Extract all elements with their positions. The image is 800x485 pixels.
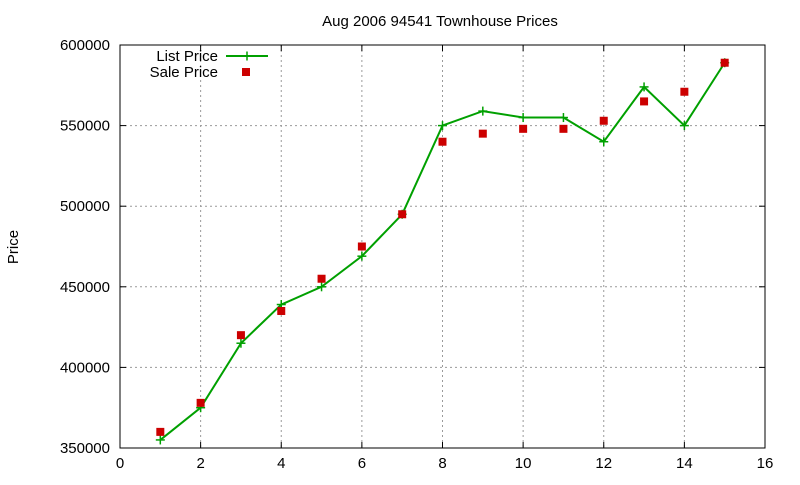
list-price-point	[155, 435, 165, 445]
legend-label: Sale Price	[150, 64, 218, 81]
sale-price-point	[236, 331, 245, 340]
gridlines	[120, 45, 765, 448]
legend-square-swatch	[242, 68, 250, 76]
axis-ticks: 0 2 4 6 8 10 12 14 16 350000 400000 450000 500000 550…	[60, 37, 773, 472]
x-tick-label: 14	[676, 455, 693, 472]
y-tick-label: 450000	[60, 279, 110, 296]
list-price-point	[679, 121, 689, 131]
legend-plus-swatch	[242, 51, 252, 61]
list-price-point	[236, 338, 246, 348]
series-layer	[155, 58, 730, 445]
x-tick-label: 16	[757, 455, 774, 472]
x-tick-label: 2	[196, 455, 204, 472]
list-price-point	[639, 82, 649, 92]
sale-price-point	[398, 210, 407, 219]
list-price-point	[317, 282, 327, 292]
sale-price-point	[196, 398, 205, 407]
list-price-point	[478, 106, 488, 116]
sale-price-point	[357, 242, 366, 251]
series-1	[156, 58, 729, 436]
sale-price-point	[519, 124, 528, 133]
x-tick-label: 0	[116, 455, 124, 472]
x-tick-label: 4	[277, 455, 285, 472]
list-price-point	[518, 113, 528, 123]
sale-price-point	[559, 124, 568, 133]
x-tick-label: 10	[515, 455, 532, 472]
sale-price-point	[599, 116, 608, 125]
list-price-point	[357, 251, 367, 261]
x-tick-label: 6	[358, 455, 366, 472]
sale-price-point	[438, 137, 447, 146]
y-tick-label: 600000	[60, 37, 110, 54]
sale-price-point	[156, 427, 165, 436]
sale-price-point	[680, 87, 689, 96]
sale-price-point	[317, 274, 326, 283]
sale-price-point	[277, 306, 286, 315]
list-price-point	[558, 113, 568, 123]
sale-price-point	[720, 58, 729, 67]
sale-price-point	[478, 129, 487, 138]
x-tick-label: 12	[595, 455, 612, 472]
y-axis-label: Price	[5, 230, 22, 264]
y-tick-label: 350000	[60, 440, 110, 457]
y-tick-label: 550000	[60, 118, 110, 135]
chart-title: Aug 2006 94541 Townhouse Prices	[322, 13, 558, 30]
x-tick-label: 8	[438, 455, 446, 472]
plot-frame	[119, 44, 766, 449]
list-price-point	[599, 137, 609, 147]
list-price-point	[438, 121, 447, 131]
y-tick-label: 500000	[60, 198, 110, 215]
y-tick-label: 400000	[60, 359, 110, 376]
sale-price-point	[640, 97, 649, 106]
legend-label: List Price	[156, 48, 218, 65]
